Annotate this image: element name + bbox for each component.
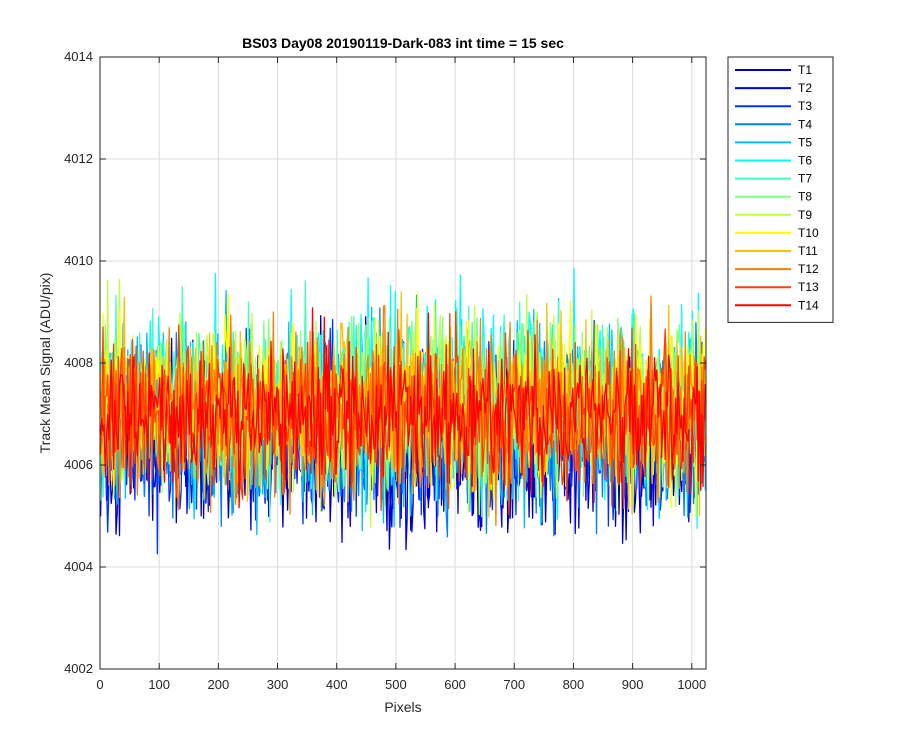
y-tick-label: 4006 xyxy=(64,457,93,472)
y-tick-label: 4002 xyxy=(64,661,93,676)
legend-label-t13: T13 xyxy=(798,280,819,294)
y-tick-label: 4010 xyxy=(64,253,93,268)
x-tick-label: 500 xyxy=(385,677,407,692)
y-tick-label: 4004 xyxy=(64,559,93,574)
axes: 0 100 200 300 400 500 600 700 800 900 1000 4002 4004… xyxy=(64,49,707,692)
x-tick-label: 600 xyxy=(444,677,466,692)
x-tick-label: 200 xyxy=(208,677,230,692)
legend-label-t3: T3 xyxy=(798,99,812,113)
x-tick-label: 1000 xyxy=(677,677,706,692)
legend-label-t4: T4 xyxy=(798,117,812,131)
y-tick-label: 4012 xyxy=(64,151,93,166)
series-lines xyxy=(99,268,707,555)
legend-label-t1: T1 xyxy=(798,63,812,77)
legend-label-t12: T12 xyxy=(798,262,819,276)
x-tick-label: 300 xyxy=(267,677,289,692)
legend-label-t9: T9 xyxy=(798,208,812,222)
legend-label-t2: T2 xyxy=(798,81,812,95)
y-axis-label: Track Mean Signal (ADU/pix) xyxy=(37,273,53,454)
series-line-t14 xyxy=(99,307,707,509)
legend-label-t6: T6 xyxy=(798,154,812,168)
legend-label-t14: T14 xyxy=(798,298,819,312)
x-tick-label: 100 xyxy=(148,677,170,692)
legend-label-t5: T5 xyxy=(798,135,812,149)
x-tick-label: 900 xyxy=(622,677,644,692)
y-tick-label: 4008 xyxy=(64,355,93,370)
legend-label-t7: T7 xyxy=(798,172,812,186)
y-tick-label: 4014 xyxy=(64,49,93,64)
x-tick-label: 800 xyxy=(563,677,585,692)
x-axis-label: Pixels xyxy=(384,699,421,715)
legend-label-t8: T8 xyxy=(798,190,812,204)
x-tick-label: 0 xyxy=(96,677,103,692)
legend-label-t10: T10 xyxy=(798,226,819,240)
series-line-t13 xyxy=(99,311,707,516)
x-tick-label: 400 xyxy=(326,677,348,692)
legend-box xyxy=(727,56,834,323)
legend: T1 T2 T3 T4 T5 T6 T7 T8 T9 T10 T11 T12 T13 T14 xyxy=(727,56,834,323)
chart-title: BS03 Day08 20190119-Dark-083 int time = … xyxy=(242,35,564,51)
legend-label-t11: T11 xyxy=(798,244,818,258)
x-tick-label: 700 xyxy=(503,677,525,692)
